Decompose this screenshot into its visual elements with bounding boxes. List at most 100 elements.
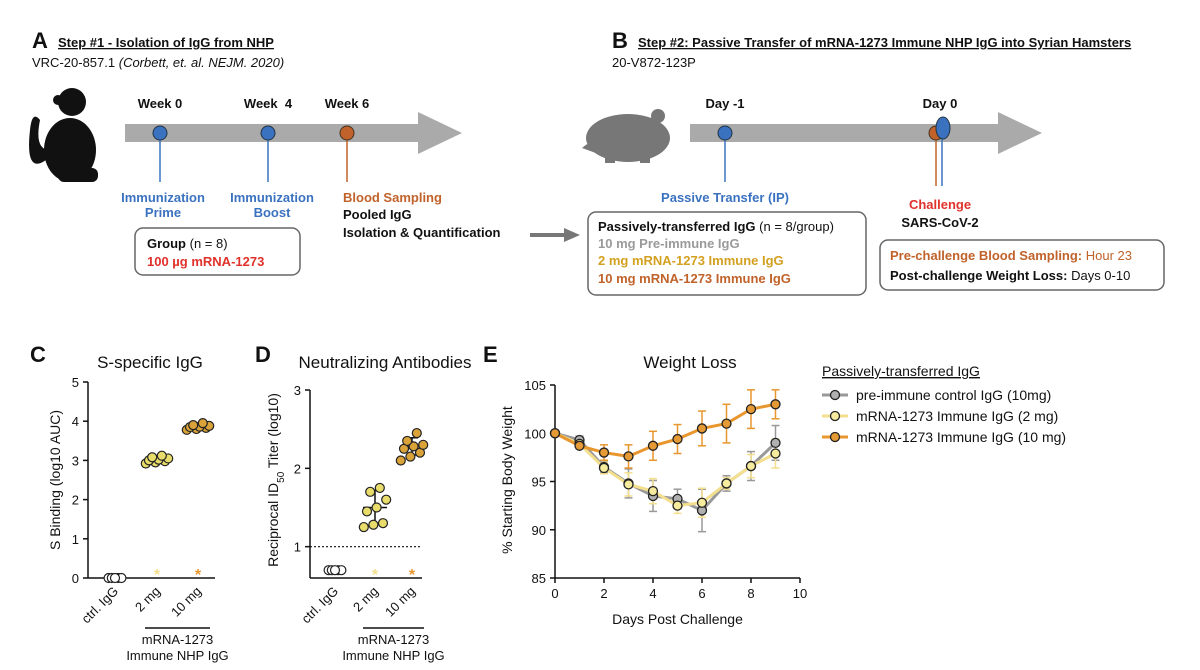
- x-axis-label: Days Post Challenge: [612, 611, 743, 627]
- x-tick-label: 10 mg: [382, 584, 418, 620]
- box-value: Hour 23: [1086, 248, 1132, 263]
- data-point: [770, 399, 781, 410]
- event-dot: [717, 125, 733, 141]
- group-label: mRNA-1273: [358, 632, 430, 647]
- panel-subtitle: 20-V872-123P: [612, 55, 696, 70]
- y-tick-label: 1: [294, 540, 301, 555]
- box-label: Group: [147, 236, 186, 251]
- data-point: [745, 460, 757, 472]
- data-point: [647, 485, 659, 497]
- data-point: [329, 565, 341, 576]
- data-point: [377, 518, 389, 529]
- data-point: [623, 479, 634, 490]
- box-treatment: 100 µg mRNA-1273: [147, 254, 264, 269]
- y-tick-label: 1: [72, 532, 79, 547]
- data-point: [721, 418, 732, 429]
- y-tick-label: 90: [532, 523, 546, 538]
- annotation: *: [195, 567, 202, 584]
- data-point: [770, 448, 781, 459]
- data-point: [598, 447, 610, 458]
- y-axis-label: S Binding (log10 AUC): [47, 410, 63, 550]
- chart-title: Weight Loss: [643, 353, 736, 372]
- chart-title: S-specific IgG: [97, 353, 203, 372]
- y-tick-label: 0: [72, 571, 79, 586]
- data-point: [405, 451, 416, 462]
- groups-box: [587, 211, 867, 296]
- legend-marker: [829, 389, 841, 401]
- x-tick-label: 10: [793, 586, 807, 601]
- y-tick-label: 2: [72, 493, 79, 508]
- data-point: [721, 478, 732, 489]
- group-label: Immune NHP IgG: [342, 648, 444, 663]
- data-point: [361, 506, 373, 517]
- event-label: Blood Sampling: [343, 190, 442, 205]
- data-point: [197, 418, 208, 429]
- timepoint: Week 4: [244, 96, 293, 111]
- event-label: SARS-CoV-2: [901, 215, 978, 230]
- box-line: Passively-transferred IgG (n = 8/group): [598, 219, 834, 234]
- panel-letter: B: [612, 28, 628, 53]
- y-axis-label-part: Reciprocal ID: [265, 483, 281, 567]
- x-tick-label: ctrl. IgG: [78, 584, 121, 627]
- panel-letter: E: [483, 342, 498, 367]
- event-label: Boost: [254, 205, 292, 220]
- data-point: [371, 502, 382, 513]
- chart-title: Neutralizing Antibodies: [299, 353, 472, 372]
- x-tick-label: 10 mg: [168, 584, 204, 620]
- data-point: [745, 403, 757, 415]
- y-tick-label: 85: [532, 571, 546, 586]
- panel-letter: D: [255, 342, 271, 367]
- y-axis-label: Reciprocal ID50 Titer (log10): [265, 393, 287, 567]
- panel-title: Step #1 - Isolation of IgG from NHP: [58, 35, 274, 50]
- data-point: [696, 497, 708, 508]
- data-point: [549, 428, 561, 439]
- y-axis-label-part: % Starting Body Weight: [499, 406, 515, 554]
- box-count: (n = 8): [190, 236, 228, 251]
- data-point: [623, 451, 634, 462]
- timeline-arrow-head: [998, 112, 1042, 154]
- legend-label: mRNA-1273 Immune IgG (2 mg): [856, 408, 1058, 424]
- y-tick-label: 3: [294, 383, 301, 398]
- event-dot: [935, 116, 951, 140]
- data-point: [395, 455, 406, 466]
- event-label: Immunization: [230, 190, 314, 205]
- box-count: (n = 8/group): [759, 219, 834, 234]
- box-line: Pre-challenge Blood Sampling: Hour 23: [890, 248, 1132, 263]
- y-axis-label: % Starting Body Weight: [499, 406, 515, 554]
- legend-label: pre-immune control IgG (10mg): [856, 387, 1051, 403]
- panel-letter: C: [30, 342, 46, 367]
- group-label: mRNA-1273: [142, 632, 214, 647]
- citation: (Corbett, et. al. NEJM. 2020): [119, 55, 284, 70]
- data-point: [374, 482, 385, 494]
- box-label: Passively-transferred IgG: [598, 219, 756, 234]
- event-label: Challenge: [909, 197, 971, 212]
- legend-marker: [829, 410, 841, 422]
- panel-letter: A: [32, 28, 48, 53]
- box-line: Group (n = 8): [147, 236, 228, 251]
- data-point: [672, 433, 683, 445]
- timepoint: Week 0: [138, 96, 183, 111]
- x-tick-label: 2: [600, 586, 607, 601]
- annotation: *: [154, 567, 161, 584]
- box-label: Post-challenge Weight Loss:: [890, 268, 1067, 283]
- monkey-icon: [29, 88, 98, 182]
- hamster-icon: [582, 109, 670, 163]
- event-dot: [152, 125, 168, 141]
- data-point: [574, 440, 585, 451]
- panel-a: A Step #1 - Isolation of IgG from NHP VR…: [29, 28, 501, 276]
- data-point: [402, 435, 413, 447]
- x-tick-label: ctrl. IgG: [298, 584, 341, 627]
- y-tick-label: 100: [524, 426, 546, 441]
- legend-marker: [829, 431, 841, 443]
- timeline-arrow-head: [418, 112, 462, 154]
- data-point: [368, 519, 379, 530]
- event-label: Immunization: [121, 190, 205, 205]
- data-point: [418, 439, 429, 450]
- x-tick-label: 8: [747, 586, 754, 601]
- legend-title: Passively-transferred IgG: [822, 363, 980, 379]
- timepoint: Week 6: [325, 96, 370, 111]
- data-point: [147, 452, 158, 463]
- y-axis-label-part: S Binding (log10 AUC): [47, 410, 63, 550]
- data-point: [188, 420, 199, 431]
